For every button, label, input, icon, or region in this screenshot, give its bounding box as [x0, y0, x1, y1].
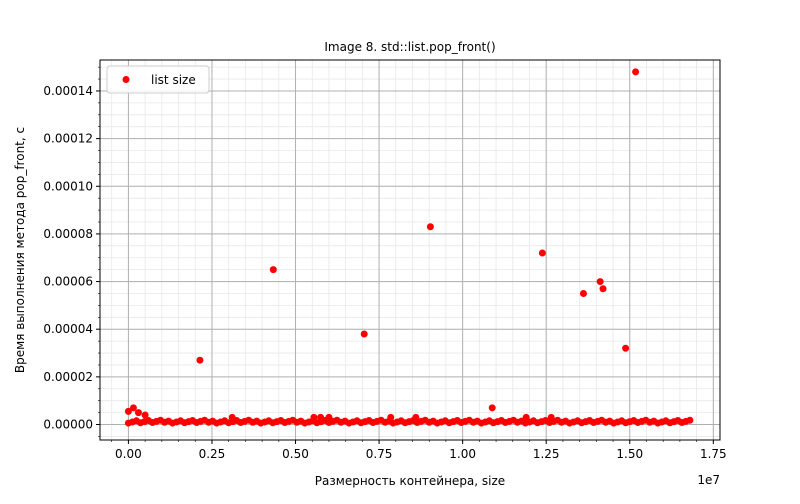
- x-tick-label: 1.00: [449, 447, 476, 461]
- y-tick-label: 0.00008: [43, 227, 93, 241]
- legend-label: list size: [151, 73, 196, 87]
- y-tick-label: 0.00012: [43, 132, 93, 146]
- data-point: [228, 413, 236, 421]
- x-tick-label: 1.25: [533, 447, 560, 461]
- y-tick-label: 0.00002: [43, 370, 93, 384]
- data-point: [596, 278, 604, 286]
- legend: list size: [106, 65, 210, 94]
- data-points: [124, 68, 694, 427]
- legend-box: [106, 65, 210, 94]
- y-tick-label: 0.00006: [43, 275, 93, 289]
- grid: [100, 60, 720, 440]
- data-point: [196, 356, 204, 364]
- chart-title: Image 8. std::list.pop_front(): [324, 40, 495, 54]
- data-point: [360, 330, 368, 338]
- axis-ticks: 0.00 0.25 0.50 0.75 1.00 1.25 1.50 1.75 0.00000 0…: [43, 66, 727, 461]
- data-point: [124, 407, 132, 415]
- x-axis-offset-label: 1e7: [697, 473, 720, 487]
- x-tick-label: 0.75: [366, 447, 393, 461]
- data-point: [269, 266, 277, 274]
- data-point: [325, 413, 333, 421]
- x-axis-label: Размерность контейнера, size: [315, 474, 505, 488]
- legend-marker: [122, 76, 130, 83]
- data-point: [632, 68, 640, 76]
- data-point: [412, 413, 420, 421]
- x-tick-label: 0.25: [199, 447, 226, 461]
- data-point: [426, 223, 434, 231]
- x-tick-label: 0.00: [115, 447, 142, 461]
- y-axis-label: Время выполнения метода pop_front, с: [13, 127, 27, 373]
- data-point: [141, 411, 149, 419]
- axes-frame: [99, 59, 721, 441]
- data-point: [622, 344, 630, 352]
- x-tick-label: 1.75: [700, 447, 727, 461]
- data-point: [538, 249, 546, 257]
- data-point: [317, 413, 325, 421]
- x-tick-label: 1.50: [616, 447, 643, 461]
- data-point: [129, 404, 137, 412]
- data-point: [134, 409, 142, 417]
- y-tick-label: 0.00004: [43, 322, 93, 336]
- data-point: [599, 285, 607, 293]
- data-point: [310, 413, 318, 421]
- data-point: [579, 289, 587, 297]
- x-tick-label: 0.50: [282, 447, 309, 461]
- data-point: [547, 413, 555, 421]
- y-tick-label: 0.00014: [43, 84, 93, 98]
- data-point: [387, 413, 395, 421]
- data-point: [488, 404, 496, 412]
- y-tick-label: 0.00010: [43, 179, 93, 193]
- y-tick-label: 0.00000: [43, 418, 93, 432]
- data-point: [522, 413, 530, 421]
- data-point: [686, 416, 694, 424]
